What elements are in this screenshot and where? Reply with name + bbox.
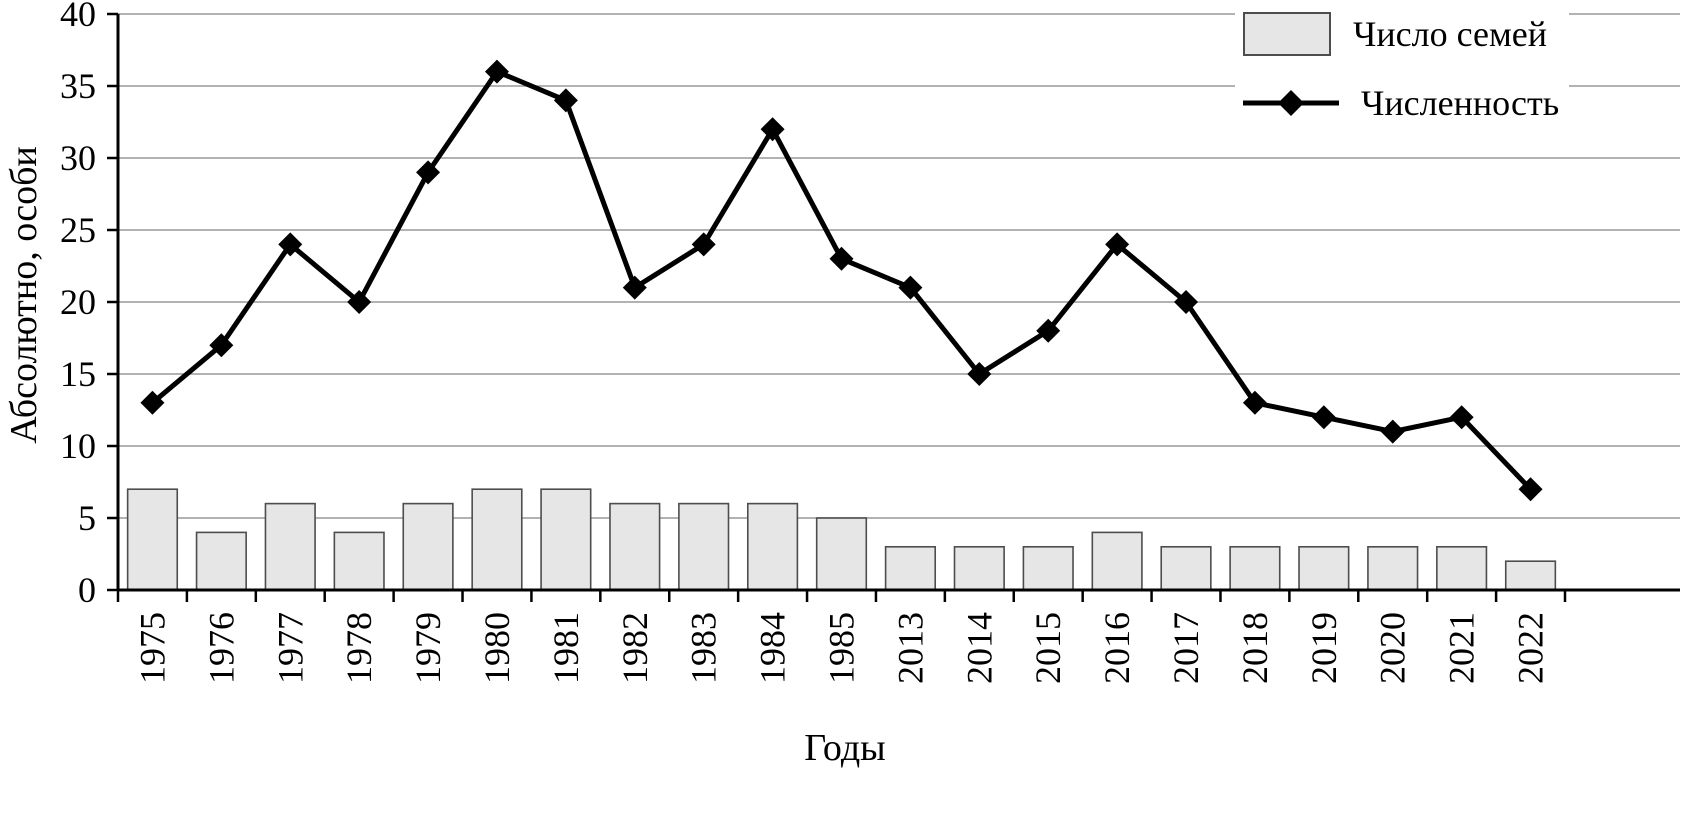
y-tick-label: 10 xyxy=(60,426,96,466)
bar xyxy=(1160,545,1212,591)
x-tick-labels: 1975 1976 1977 1978 1979 1980 1981 1982 1983 1984… xyxy=(132,612,1550,684)
diamond-marker xyxy=(829,246,854,271)
bar xyxy=(815,517,868,591)
diamond-marker xyxy=(691,232,716,257)
line-diamond-swatch-icon xyxy=(1243,90,1339,116)
bar-series xyxy=(126,488,1557,591)
bar xyxy=(609,502,661,591)
diamond-marker xyxy=(898,275,923,300)
x-tick-label: 1979 xyxy=(408,612,448,684)
x-tick-label: 1976 xyxy=(201,612,241,684)
y-tick-label: 40 xyxy=(60,0,96,34)
diamond-marker xyxy=(760,117,785,142)
x-tick-label: 1981 xyxy=(546,612,586,684)
bar xyxy=(126,488,179,591)
bar-swatch-icon xyxy=(1243,12,1331,56)
bar xyxy=(471,488,523,591)
bar xyxy=(195,531,247,591)
bar xyxy=(1298,545,1350,591)
diamond-marker xyxy=(1518,477,1543,502)
bar xyxy=(264,502,316,591)
x-tick-label: 2021 xyxy=(1442,612,1482,684)
bar xyxy=(1436,545,1488,591)
diamond-marker xyxy=(553,88,578,113)
legend-label-abundance: Численность xyxy=(1361,83,1560,123)
bar xyxy=(1229,545,1281,591)
bar xyxy=(1504,560,1557,591)
bar xyxy=(1367,545,1419,591)
diamond-marker xyxy=(622,275,647,300)
x-tick-label: 1980 xyxy=(477,612,517,684)
y-tick-label: 30 xyxy=(60,138,96,178)
x-tick-label: 2019 xyxy=(1304,612,1344,684)
y-tick-label: 25 xyxy=(60,210,96,250)
bar xyxy=(678,502,730,591)
x-tick-label: 1985 xyxy=(822,612,862,684)
y-tick-label: 0 xyxy=(78,570,96,610)
y-axis-title: Абсолютно, особи xyxy=(3,146,45,444)
bar xyxy=(540,488,592,591)
diamond-marker xyxy=(1242,390,1267,415)
diamond-marker xyxy=(1380,419,1405,444)
y-tick-label: 20 xyxy=(60,282,96,322)
line-series xyxy=(140,59,1543,502)
diamond-marker xyxy=(1311,405,1336,430)
y-tick-labels: 0 5 10 15 20 25 30 35 40 xyxy=(60,0,96,610)
diamond-marker xyxy=(209,333,234,358)
gridlines xyxy=(118,13,1680,519)
bar xyxy=(402,502,454,591)
legend: Число семей Численность xyxy=(1235,6,1570,134)
diamond-marker xyxy=(1036,318,1061,343)
bar xyxy=(953,545,1005,591)
axes xyxy=(107,12,1680,602)
x-tick-label: 2013 xyxy=(890,612,930,684)
diamond-marker xyxy=(1449,405,1474,430)
diamond-marker xyxy=(1105,232,1130,257)
y-tick-label: 15 xyxy=(60,354,96,394)
diamond-marker xyxy=(140,390,165,415)
diamond-marker xyxy=(1174,290,1199,314)
y-tick-label: 35 xyxy=(60,66,96,106)
legend-item-abundance: Численность xyxy=(1243,82,1559,124)
x-tick-label: 2020 xyxy=(1373,612,1413,684)
x-tick-label: 1982 xyxy=(615,612,655,684)
legend-label-families: Число семей xyxy=(1353,14,1548,54)
x-tick-label: 2022 xyxy=(1511,612,1551,684)
diamond-marker xyxy=(484,59,509,84)
diamond-marker xyxy=(967,362,992,386)
diamond-marker xyxy=(347,290,372,314)
bar xyxy=(1022,545,1074,591)
y-tick-label: 5 xyxy=(78,498,96,538)
bar xyxy=(884,545,937,591)
x-tick-label: 1975 xyxy=(132,612,172,684)
x-tick-label: 1977 xyxy=(270,612,310,684)
bar xyxy=(333,531,385,591)
bar xyxy=(1091,531,1143,591)
legend-item-families: Число семей xyxy=(1243,12,1559,56)
x-tick-label: 2016 xyxy=(1097,612,1137,684)
x-tick-label: 1983 xyxy=(684,612,724,684)
bar xyxy=(746,502,799,591)
x-tick-label: 1978 xyxy=(339,612,379,684)
x-tick-label: 2015 xyxy=(1028,612,1068,684)
x-tick-label: 2014 xyxy=(959,612,999,684)
x-tick-label: 1984 xyxy=(753,612,793,684)
x-tick-label: 2018 xyxy=(1235,612,1275,684)
diamond-marker xyxy=(416,160,441,185)
x-tick-label: 2017 xyxy=(1166,612,1206,684)
x-axis-title: Годы xyxy=(804,727,885,769)
diamond-marker xyxy=(278,232,303,257)
